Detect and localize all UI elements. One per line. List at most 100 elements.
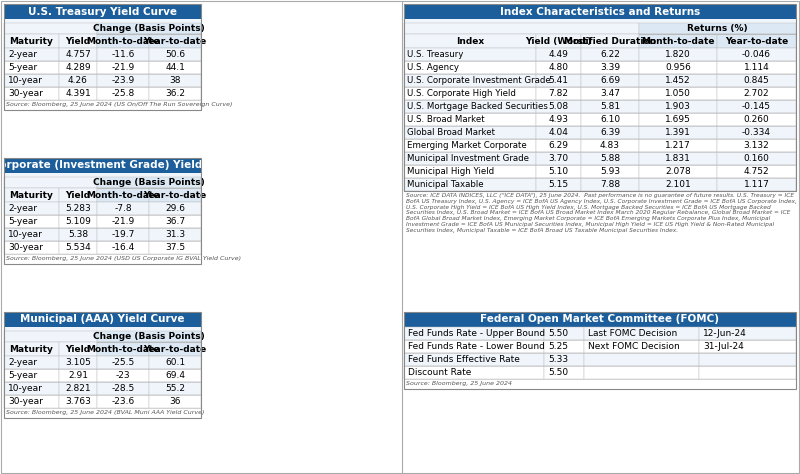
Bar <box>4 188 59 202</box>
Text: U.S. Treasury: U.S. Treasury <box>407 50 463 59</box>
Bar <box>581 34 639 48</box>
Text: Source: Bloomberg, 25 June 2024: Source: Bloomberg, 25 June 2024 <box>406 381 512 386</box>
Text: Emerging Market Corporate: Emerging Market Corporate <box>407 141 526 150</box>
Text: Fed Funds Rate - Upper Bound: Fed Funds Rate - Upper Bound <box>408 329 545 338</box>
Text: 55.2: 55.2 <box>165 384 185 393</box>
Text: Year-to-date: Year-to-date <box>143 36 206 46</box>
Text: 6.10: 6.10 <box>600 115 620 124</box>
Bar <box>639 165 717 178</box>
Bar <box>97 241 149 254</box>
Text: 4.04: 4.04 <box>549 128 569 137</box>
Text: Maturity: Maturity <box>10 191 54 200</box>
Bar <box>536 61 581 74</box>
Bar <box>639 61 717 74</box>
Text: 1.695: 1.695 <box>665 115 691 124</box>
Text: -23.6: -23.6 <box>111 397 134 406</box>
Bar <box>4 382 59 395</box>
Bar <box>536 34 581 48</box>
Text: 0.845: 0.845 <box>744 76 770 85</box>
Bar <box>639 100 717 113</box>
Bar <box>404 4 796 19</box>
Bar <box>717 113 796 126</box>
Text: 5.50: 5.50 <box>548 329 568 338</box>
Bar <box>4 202 59 215</box>
Bar <box>717 100 796 113</box>
Text: Global Broad Market: Global Broad Market <box>407 128 495 137</box>
Text: -21.9: -21.9 <box>111 63 134 72</box>
Text: 2-year: 2-year <box>8 204 37 213</box>
Text: 1.452: 1.452 <box>665 76 691 85</box>
Bar <box>404 34 536 48</box>
Bar <box>4 369 59 382</box>
Text: 10-year: 10-year <box>8 230 43 239</box>
Bar <box>544 340 584 353</box>
Bar <box>59 356 97 369</box>
Bar <box>97 369 149 382</box>
Text: 69.4: 69.4 <box>165 371 185 380</box>
Text: 1.820: 1.820 <box>665 50 691 59</box>
Bar <box>536 126 581 139</box>
Text: U.S. Corporate (Investment Grade) Yield Curve: U.S. Corporate (Investment Grade) Yield … <box>0 161 241 171</box>
Text: Municipal (AAA) Yield Curve: Municipal (AAA) Yield Curve <box>20 315 185 325</box>
Text: 5.81: 5.81 <box>600 102 620 111</box>
Text: 30-year: 30-year <box>8 397 43 406</box>
Bar <box>717 74 796 87</box>
Bar <box>59 61 97 74</box>
Text: 4.93: 4.93 <box>549 115 569 124</box>
Text: Month-to-date: Month-to-date <box>86 345 160 354</box>
Bar <box>4 312 201 418</box>
Text: Municipal High Yield: Municipal High Yield <box>407 167 494 176</box>
Bar <box>639 126 717 139</box>
Text: 6.69: 6.69 <box>600 76 620 85</box>
Text: 1.050: 1.050 <box>665 89 691 98</box>
Bar <box>149 202 201 215</box>
Bar <box>639 34 717 48</box>
Text: 2-year: 2-year <box>8 50 37 59</box>
Bar <box>584 353 699 366</box>
Text: 5.08: 5.08 <box>549 102 569 111</box>
Text: 4.752: 4.752 <box>744 167 770 176</box>
Bar <box>581 74 639 87</box>
Bar <box>149 241 201 254</box>
Bar <box>717 178 796 191</box>
Bar <box>149 342 201 356</box>
Bar <box>4 342 59 356</box>
Bar <box>4 356 59 369</box>
Bar <box>536 113 581 126</box>
Text: 7.88: 7.88 <box>600 180 620 189</box>
Bar <box>404 139 536 152</box>
Text: Maturity: Maturity <box>10 345 54 354</box>
Text: 2.821: 2.821 <box>65 384 91 393</box>
Text: Next FOMC Decision: Next FOMC Decision <box>588 342 680 351</box>
Text: Federal Open Market Committee (FOMC): Federal Open Market Committee (FOMC) <box>481 315 719 325</box>
Text: 5-year: 5-year <box>8 217 37 226</box>
Bar <box>97 342 149 356</box>
Text: Index Characteristics and Returns: Index Characteristics and Returns <box>500 7 700 17</box>
Text: 5-year: 5-year <box>8 63 37 72</box>
Bar <box>404 100 536 113</box>
Bar <box>536 178 581 191</box>
Text: 5.41: 5.41 <box>549 76 569 85</box>
Text: 5.10: 5.10 <box>549 167 569 176</box>
Bar <box>699 340 796 353</box>
Bar <box>536 165 581 178</box>
Text: 5.93: 5.93 <box>600 167 620 176</box>
Text: -25.8: -25.8 <box>111 89 134 98</box>
Text: 3.105: 3.105 <box>65 358 91 367</box>
Text: 44.1: 44.1 <box>165 63 185 72</box>
Bar <box>59 382 97 395</box>
Bar <box>581 61 639 74</box>
Bar <box>59 369 97 382</box>
Bar <box>149 228 201 241</box>
Bar <box>404 87 536 100</box>
Bar <box>639 23 796 34</box>
Bar <box>404 312 796 389</box>
Text: 2.101: 2.101 <box>665 180 691 189</box>
Text: 1.217: 1.217 <box>665 141 691 150</box>
Text: 36: 36 <box>170 397 181 406</box>
Text: Yield (Worst): Yield (Worst) <box>526 36 592 46</box>
Bar <box>584 327 699 340</box>
Bar <box>581 113 639 126</box>
Bar <box>4 158 201 173</box>
Text: 6.22: 6.22 <box>600 50 620 59</box>
